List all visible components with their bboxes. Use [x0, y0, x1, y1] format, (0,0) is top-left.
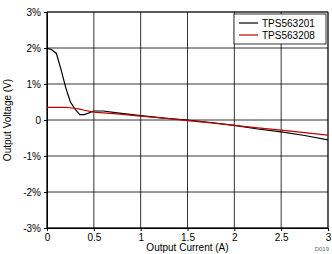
tick-mark — [44, 84, 47, 85]
tick-label: 2 — [232, 232, 238, 243]
grid — [47, 12, 328, 228]
legend: TPS563201TPS563208 — [234, 14, 326, 44]
annotation: D019 — [315, 246, 330, 252]
grid-line-y — [47, 48, 328, 49]
legend-label: TPS563208 — [262, 30, 315, 41]
tick-label: -2% — [23, 187, 41, 198]
tick: -3% — [23, 223, 47, 234]
tick-mark — [44, 156, 47, 157]
tick-label: 1% — [27, 79, 42, 90]
tick-mark — [141, 228, 142, 231]
tick-mark — [44, 228, 47, 229]
tick-label: 1 — [138, 232, 144, 243]
tick-mark — [328, 228, 329, 231]
tick: 1 — [138, 228, 144, 243]
legend-swatch — [239, 34, 258, 35]
tick-label: 3 — [326, 232, 332, 243]
tick-mark — [281, 228, 282, 231]
tick: -2% — [23, 187, 47, 198]
tick-label: 2.5 — [275, 232, 289, 243]
tick: 0 — [45, 228, 51, 243]
tick-label: 2% — [27, 43, 42, 54]
tick: 2% — [27, 43, 47, 54]
tick-label: 3% — [27, 7, 42, 18]
tick-label: -1% — [23, 151, 41, 162]
tick: 0 — [35, 115, 47, 126]
series-lines — [47, 48, 328, 140]
tick: 1% — [27, 79, 47, 90]
tick-label: 0 — [45, 232, 51, 243]
tick: -1% — [23, 151, 47, 162]
series-line — [47, 48, 328, 140]
legend-label: TPS563201 — [262, 18, 315, 29]
tick-mark — [44, 120, 47, 121]
tick: 0.5 — [87, 228, 101, 243]
tick-label: -3% — [23, 223, 41, 234]
plot: 0 0.5 1 1.5 2 2.5 3 -3% -2% -1% 0 1% 2% 3% TPS563201TP… — [23, 7, 332, 243]
legend-swatch — [239, 22, 258, 23]
legend-box — [234, 14, 326, 44]
y-axis: -3% -2% -1% 0 1% 2% 3% — [23, 7, 47, 234]
tick-label: 0.5 — [87, 232, 101, 243]
series-line — [47, 107, 328, 135]
grid-line-y — [47, 84, 328, 85]
tick-mark — [234, 228, 235, 231]
tick: 1.5 — [181, 228, 195, 243]
tick: 2 — [232, 228, 238, 243]
tick-mark — [188, 228, 189, 231]
grid-line-y — [47, 192, 328, 193]
tick: 3 — [326, 228, 332, 243]
tick-mark — [44, 192, 47, 193]
axis-line — [47, 13, 48, 229]
x-axis: 0 0.5 1 1.5 2 2.5 3 — [45, 228, 332, 243]
tick: 2.5 — [275, 228, 289, 243]
tick: 3% — [27, 7, 47, 18]
plot-frame — [47, 12, 328, 228]
tick-mark — [44, 48, 47, 49]
tick-mark — [44, 12, 47, 13]
grid-line-y — [47, 156, 328, 157]
tick-mark — [94, 228, 95, 231]
chart: 0 0.5 1 1.5 2 2.5 3 -3% -2% -1% 0 1% 2% 3% TPS563201TP… — [0, 0, 332, 254]
tick-label: 0 — [35, 115, 41, 126]
y-axis-title: Output Voltage (V) — [2, 79, 13, 161]
x-axis-title: Output Current (A) — [146, 242, 228, 253]
